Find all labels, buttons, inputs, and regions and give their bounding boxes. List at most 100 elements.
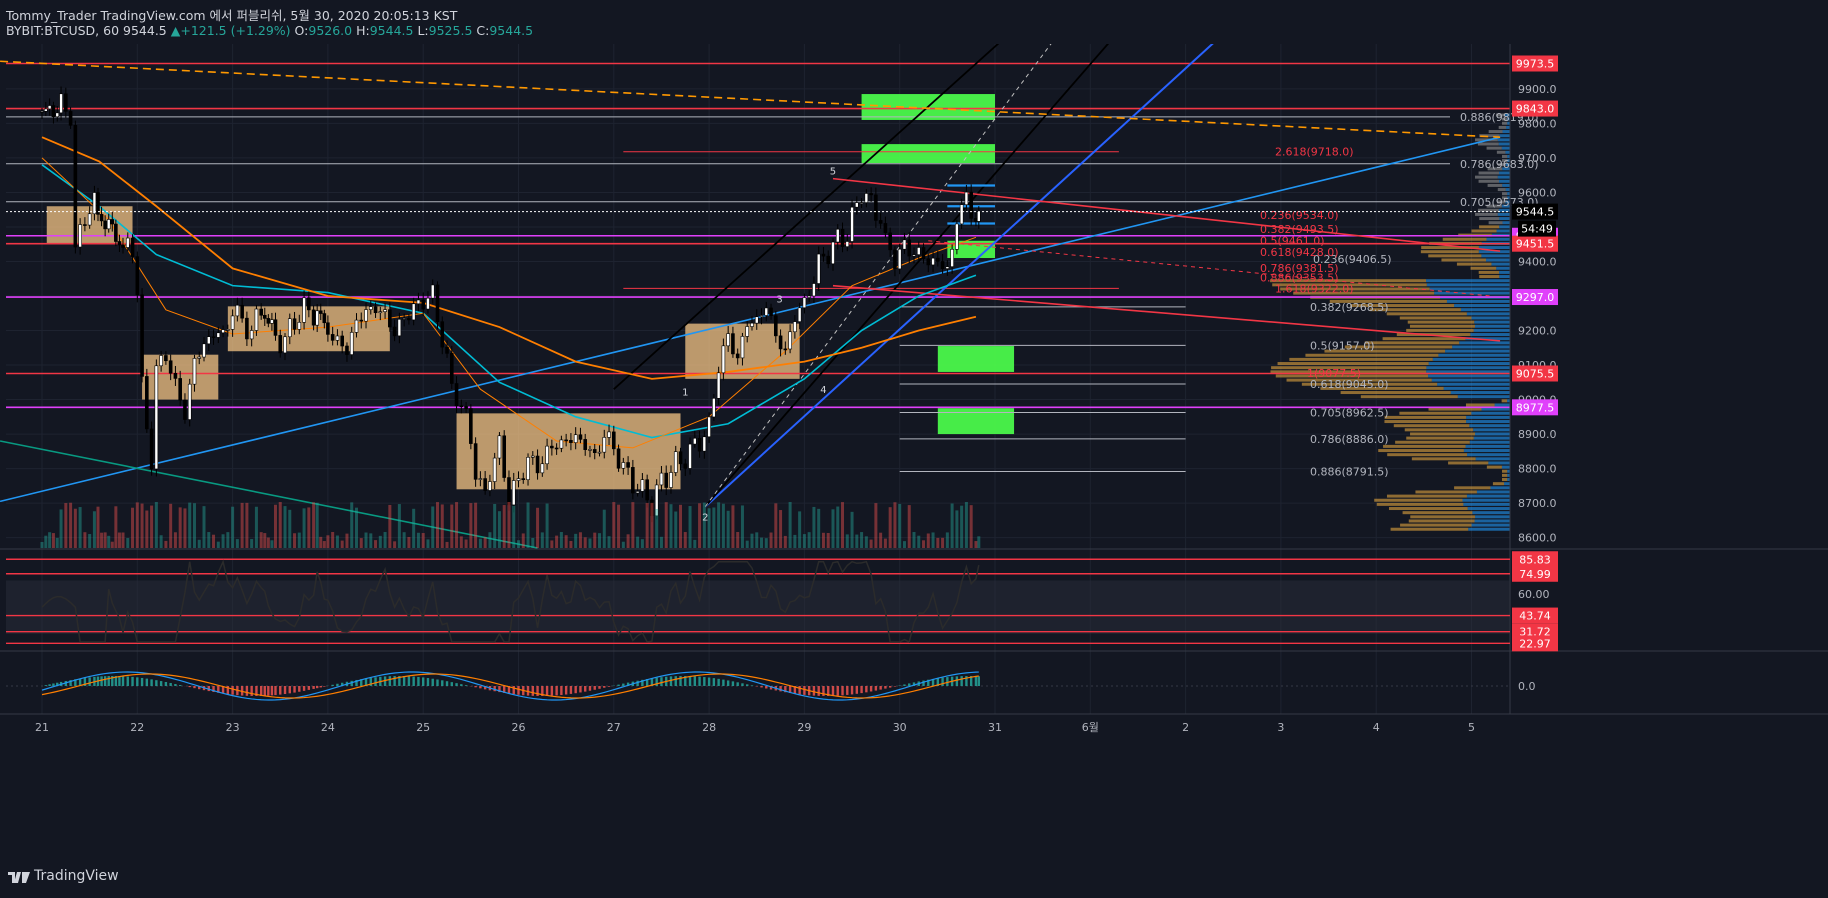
volume-profile-bar-value <box>1498 142 1510 146</box>
volume-bar <box>917 535 921 548</box>
macd-histogram-bar <box>263 686 266 696</box>
candle-body <box>302 297 306 323</box>
macd-histogram-bar <box>455 683 458 686</box>
volume-profile-bar <box>1382 337 1466 341</box>
volume-profile-bar <box>1286 378 1432 382</box>
volume-bar <box>345 533 349 548</box>
macd-histogram-bar <box>198 686 201 690</box>
price-tick-label: 9200.0 <box>1518 325 1557 338</box>
volume-profile-bar <box>1475 212 1498 216</box>
volume-bar <box>259 532 263 548</box>
macd-histogram-bar <box>869 686 873 692</box>
macd-panel: 0.0 <box>6 671 1536 701</box>
candle-body <box>912 254 916 257</box>
candle-body <box>192 358 197 385</box>
volume-profile-bar <box>1404 428 1474 432</box>
volume-profile-bar-value <box>1507 196 1510 200</box>
volume-profile-bar <box>1479 275 1500 279</box>
macd-histogram-bar <box>650 678 654 686</box>
price-tick-label: 8900.0 <box>1518 428 1557 441</box>
volume-bar <box>416 532 420 548</box>
volume-profile-bar-value <box>1467 453 1510 457</box>
macd-histogram-bar <box>603 686 606 688</box>
candle-body <box>44 108 48 112</box>
volume-bar <box>55 537 59 548</box>
volume-bar <box>474 502 478 548</box>
volume-profile-bar-value <box>1469 424 1510 428</box>
candle-body <box>626 462 630 468</box>
volume-bar <box>531 537 535 548</box>
volume-profile-bar-value <box>1488 461 1510 465</box>
candle-body <box>121 244 125 248</box>
volume-bar <box>426 539 430 548</box>
macd-histogram-bar <box>698 676 701 686</box>
candle-body <box>969 191 973 219</box>
macd-histogram-bar <box>645 679 649 686</box>
volume-bar <box>740 505 744 548</box>
candle-body <box>835 228 840 243</box>
macd-histogram-bar <box>969 676 973 686</box>
time-tick-label: 29 <box>797 721 811 734</box>
macd-histogram-bar <box>121 676 125 686</box>
volume-profile-bar <box>1395 440 1470 444</box>
time-tick-label: 27 <box>607 721 621 734</box>
macd-histogram-bar <box>769 686 773 690</box>
volume-profile-bar <box>1502 192 1508 196</box>
volume-bar <box>977 536 981 548</box>
ma-teal <box>41 164 977 439</box>
volume-bar <box>216 541 220 548</box>
macd-histogram-bar <box>655 677 658 686</box>
volume-bar <box>874 503 878 548</box>
blue-channel-line <box>704 44 1214 508</box>
macd-histogram-bar <box>822 686 825 696</box>
macd-histogram-bar <box>955 676 959 686</box>
candle-body <box>731 333 735 355</box>
candle-body <box>826 255 831 265</box>
volume-bar <box>526 502 530 548</box>
high-label: H: <box>356 23 370 38</box>
key-level-tag: 9843.0 <box>1516 103 1555 116</box>
volume-profile-bar-value <box>1497 212 1510 216</box>
volume-bar <box>707 508 711 548</box>
macd-histogram-bar <box>293 686 296 693</box>
volume-profile-bar <box>1502 473 1508 477</box>
tradingview-brand[interactable]: TradingView <box>8 868 119 884</box>
volume-profile-bar <box>1271 366 1427 370</box>
volume-bar <box>412 508 416 548</box>
candle-body <box>855 202 859 208</box>
macd-histogram-bar <box>479 686 482 689</box>
candle-body <box>669 472 673 488</box>
candle-body <box>607 431 611 438</box>
candle-body <box>402 318 406 320</box>
rsi-level-tag: 74.99 <box>1519 568 1551 581</box>
volume-bar <box>331 532 335 548</box>
volume-bar <box>369 533 373 548</box>
price-chart[interactable]: 0.886(9819.0)0.786(9683.0)0.705(9573.0)0… <box>0 44 1828 864</box>
candle-body <box>469 408 473 444</box>
volume-profile-bar-value <box>1499 275 1510 279</box>
rsi-level-tag: 43.74 <box>1519 610 1551 623</box>
volume-bar <box>140 503 144 548</box>
candle-body <box>68 111 73 126</box>
candle-body <box>397 318 402 337</box>
volume-profile-bar-value <box>1465 337 1510 341</box>
macd-histogram-bar <box>574 686 577 694</box>
macd-histogram-bar <box>245 686 249 696</box>
candle-body <box>59 93 63 114</box>
candle-body <box>330 334 335 341</box>
volume-profile-bar <box>1478 270 1500 274</box>
macd-histogram-bar <box>617 684 620 686</box>
volume-bar <box>307 507 311 548</box>
volume-profile-bar <box>1402 511 1473 515</box>
volume-bar <box>483 537 487 548</box>
volume-profile-bar <box>1390 527 1469 531</box>
volume-profile-bar <box>1441 258 1487 262</box>
volume-profile-bar <box>1486 146 1502 150</box>
symbol-name[interactable]: BYBIT:BTCUSD, 60 <box>6 23 120 38</box>
red-descending-line <box>832 177 1501 252</box>
key-level-tag: 9075.5 <box>1516 367 1555 380</box>
macd-histogram-bar <box>140 677 144 686</box>
candle-body <box>270 319 274 324</box>
macd-histogram-bar <box>536 686 539 696</box>
candle-body <box>318 310 323 314</box>
